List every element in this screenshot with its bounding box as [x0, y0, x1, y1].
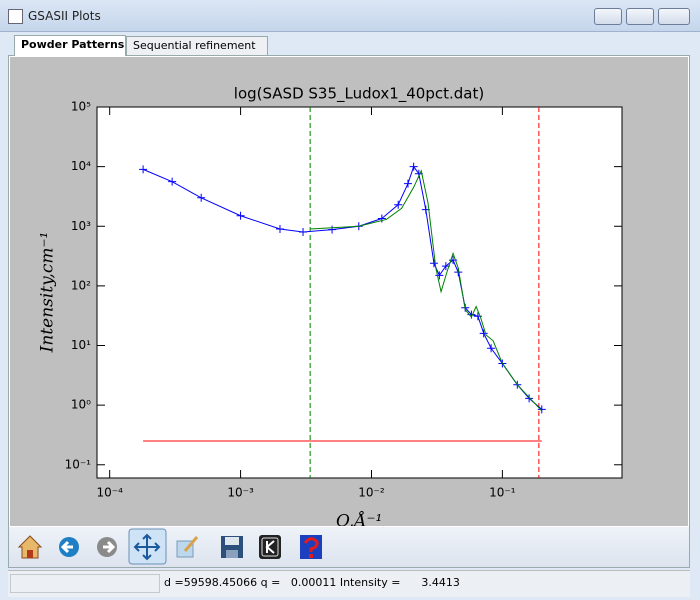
data-point	[429, 259, 438, 268]
data-point	[236, 211, 245, 220]
close-button[interactable]	[658, 8, 690, 25]
tab[interactable]: Sequential refinement	[126, 36, 268, 55]
data-point	[394, 200, 403, 209]
data-point	[275, 224, 284, 233]
help-button[interactable]	[300, 535, 322, 559]
data-point	[197, 193, 206, 202]
y-tick-label: 10¹	[71, 338, 91, 352]
y-tick-label: 10⁻¹	[65, 457, 92, 471]
y-tick-label: 10²	[71, 278, 91, 292]
data-point	[403, 179, 412, 188]
x-tick-label: 10⁻²	[358, 486, 385, 500]
y-tick-label: 10³	[71, 219, 91, 233]
title-bar: GSASII Plots	[0, 0, 700, 32]
k-button[interactable]	[259, 535, 281, 559]
x-tick-label: 10⁻³	[227, 486, 254, 500]
data-point	[487, 344, 496, 353]
status-cell	[10, 574, 160, 593]
chart-title: log(SASD S35_Ludox1_40pct.dat)	[234, 85, 484, 104]
status-text: d =59598.45066 q = 0.00011 Intensity = 3…	[164, 576, 460, 589]
x-tick-label: 10⁻⁴	[96, 486, 123, 500]
series-line	[310, 169, 543, 412]
y-axis-label: Intensity,cm⁻¹	[38, 232, 58, 354]
data-point	[377, 214, 386, 223]
toolbar-icons	[17, 528, 322, 565]
data-point	[537, 405, 546, 414]
y-tick-label: 10⁴	[71, 159, 91, 173]
y-tick-label: 10⁰	[71, 398, 91, 412]
window-title: GSASII Plots	[28, 9, 101, 23]
data-point	[328, 225, 337, 234]
data-point	[139, 165, 148, 174]
forward-button[interactable]	[97, 537, 117, 557]
data-point	[479, 329, 488, 338]
home-button[interactable]	[17, 535, 43, 559]
data-point	[299, 228, 308, 237]
app-icon	[8, 9, 23, 24]
data-point	[525, 394, 534, 403]
x-axis-label: Q,Å⁻¹	[336, 511, 383, 527]
toolbar	[9, 527, 689, 567]
back-button[interactable]	[59, 537, 79, 557]
tab[interactable]: Powder Patterns	[14, 35, 126, 56]
data-point	[409, 162, 418, 171]
axes	[96, 106, 623, 479]
series-line	[142, 165, 543, 410]
status-bar: d =59598.45066 q = 0.00011 Intensity = 3…	[8, 570, 690, 597]
maximize-button[interactable]	[626, 8, 654, 25]
save-button[interactable]	[221, 536, 243, 558]
x-tick-label: 10⁻¹	[489, 486, 516, 500]
pan-button[interactable]	[128, 528, 167, 565]
data-point	[168, 177, 177, 186]
figure: log(SASD S35_Ludox1_40pct.dat) Intensity…	[10, 57, 688, 526]
edit-button[interactable]	[176, 536, 199, 558]
y-tick-label: 10⁵	[71, 100, 91, 114]
minimize-button[interactable]	[594, 8, 622, 25]
data-point	[435, 271, 444, 280]
